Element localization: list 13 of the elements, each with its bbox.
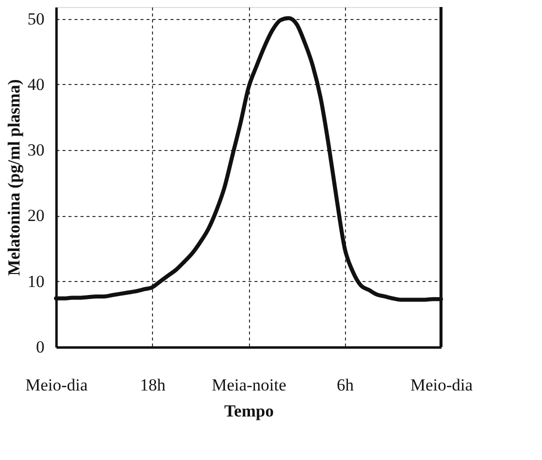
x-tick-label: 6h — [336, 376, 354, 394]
y-tick-label: 0 — [36, 338, 44, 356]
x-tick-label: Meio-dia — [410, 376, 474, 394]
y-axis-title: Melatonina (pg/ml plasma) — [4, 79, 24, 276]
y-tick-label: 50 — [28, 9, 44, 28]
y-tick-label: 40 — [28, 74, 44, 94]
y-tick-label: 20 — [28, 206, 44, 226]
y-tick-label: 30 — [28, 140, 44, 160]
x-tick-label: 18h — [140, 376, 166, 394]
x-axis-title: Tempo — [224, 402, 274, 420]
x-tick-label: Meia-noite — [212, 376, 286, 394]
x-tick-label: Meio-dia — [25, 376, 88, 394]
y-tick-label: 10 — [28, 272, 44, 291]
